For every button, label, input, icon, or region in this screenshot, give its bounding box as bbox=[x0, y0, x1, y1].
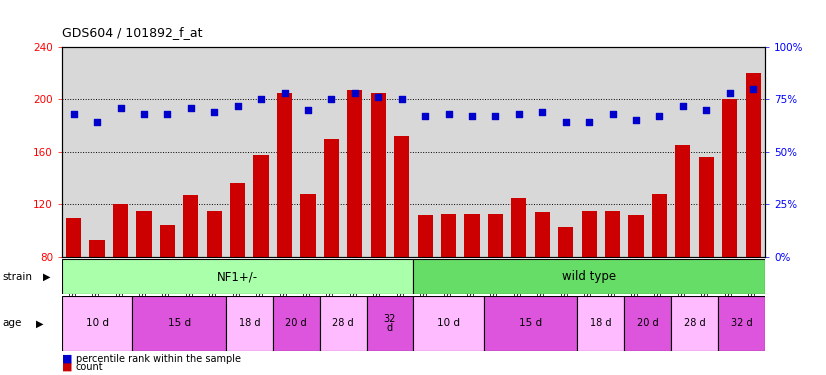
Bar bbox=[132, 296, 226, 351]
Text: 28 d: 28 d bbox=[332, 318, 354, 328]
Bar bbox=[226, 296, 273, 351]
Point bbox=[536, 109, 549, 115]
Bar bbox=[183, 195, 198, 257]
Point bbox=[231, 103, 244, 109]
Point bbox=[161, 111, 174, 117]
Bar bbox=[464, 214, 480, 257]
Bar bbox=[511, 198, 526, 257]
Bar bbox=[159, 225, 175, 257]
Text: wild type: wild type bbox=[562, 270, 616, 283]
Point bbox=[91, 120, 104, 126]
Text: 32
d: 32 d bbox=[384, 314, 396, 333]
Point bbox=[372, 94, 385, 100]
Bar bbox=[484, 296, 577, 351]
Bar bbox=[417, 215, 433, 257]
Point bbox=[582, 120, 596, 126]
Point bbox=[700, 107, 713, 113]
Point bbox=[512, 111, 525, 117]
Bar bbox=[277, 93, 292, 257]
Bar bbox=[324, 139, 339, 257]
Text: ■: ■ bbox=[62, 362, 73, 372]
Text: NF1+/-: NF1+/- bbox=[217, 270, 259, 283]
Bar bbox=[230, 183, 245, 257]
Bar bbox=[66, 217, 81, 257]
Point bbox=[349, 90, 362, 96]
Point bbox=[278, 90, 291, 96]
Point bbox=[747, 86, 760, 92]
Bar bbox=[582, 211, 596, 257]
Bar bbox=[746, 73, 761, 257]
Bar bbox=[414, 259, 765, 294]
Bar bbox=[254, 154, 268, 257]
Bar bbox=[629, 215, 643, 257]
Point bbox=[465, 113, 478, 119]
Bar bbox=[62, 259, 414, 294]
Bar bbox=[113, 204, 128, 257]
Text: 10 d: 10 d bbox=[86, 318, 108, 328]
Point bbox=[723, 90, 736, 96]
Bar bbox=[273, 296, 320, 351]
Text: GDS604 / 101892_f_at: GDS604 / 101892_f_at bbox=[62, 26, 202, 39]
Bar bbox=[699, 157, 714, 257]
Text: 20 d: 20 d bbox=[637, 318, 658, 328]
Point bbox=[559, 120, 572, 126]
Bar bbox=[371, 93, 386, 257]
Bar bbox=[320, 296, 367, 351]
Text: 10 d: 10 d bbox=[437, 318, 460, 328]
Bar bbox=[577, 296, 624, 351]
Point bbox=[67, 111, 80, 117]
Point bbox=[676, 103, 690, 109]
Text: 18 d: 18 d bbox=[239, 318, 260, 328]
Point bbox=[325, 96, 338, 102]
Bar bbox=[675, 146, 691, 257]
Point bbox=[114, 105, 127, 111]
Text: 15 d: 15 d bbox=[168, 318, 191, 328]
Bar bbox=[534, 212, 550, 257]
Text: count: count bbox=[76, 362, 103, 372]
Point bbox=[184, 105, 197, 111]
Bar bbox=[488, 214, 503, 257]
Bar bbox=[414, 296, 484, 351]
Text: age: age bbox=[2, 318, 21, 328]
Text: 20 d: 20 d bbox=[286, 318, 307, 328]
Point bbox=[606, 111, 620, 117]
Text: 28 d: 28 d bbox=[684, 318, 705, 328]
Bar bbox=[722, 99, 738, 257]
Text: percentile rank within the sample: percentile rank within the sample bbox=[76, 354, 241, 364]
Bar bbox=[652, 194, 667, 257]
Bar bbox=[718, 296, 765, 351]
Text: strain: strain bbox=[2, 272, 32, 282]
Point bbox=[254, 96, 268, 102]
Point bbox=[653, 113, 666, 119]
Bar bbox=[605, 211, 620, 257]
Text: ▶: ▶ bbox=[43, 272, 50, 282]
Bar bbox=[136, 211, 152, 257]
Text: 32 d: 32 d bbox=[731, 318, 752, 328]
Point bbox=[137, 111, 150, 117]
Bar bbox=[394, 136, 410, 257]
Point bbox=[207, 109, 221, 115]
Bar bbox=[206, 211, 222, 257]
Point bbox=[419, 113, 432, 119]
Bar bbox=[89, 240, 105, 257]
Point bbox=[629, 117, 643, 123]
Bar bbox=[672, 296, 718, 351]
Bar bbox=[624, 296, 672, 351]
Text: ■: ■ bbox=[62, 354, 73, 364]
Point bbox=[395, 96, 408, 102]
Bar bbox=[367, 296, 414, 351]
Bar bbox=[62, 296, 132, 351]
Text: 15 d: 15 d bbox=[519, 318, 542, 328]
Point bbox=[301, 107, 315, 113]
Bar bbox=[347, 90, 363, 257]
Point bbox=[489, 113, 502, 119]
Bar bbox=[558, 226, 573, 257]
Bar bbox=[301, 194, 316, 257]
Bar bbox=[441, 214, 456, 257]
Text: ▶: ▶ bbox=[36, 318, 43, 328]
Point bbox=[442, 111, 455, 117]
Text: 18 d: 18 d bbox=[590, 318, 611, 328]
